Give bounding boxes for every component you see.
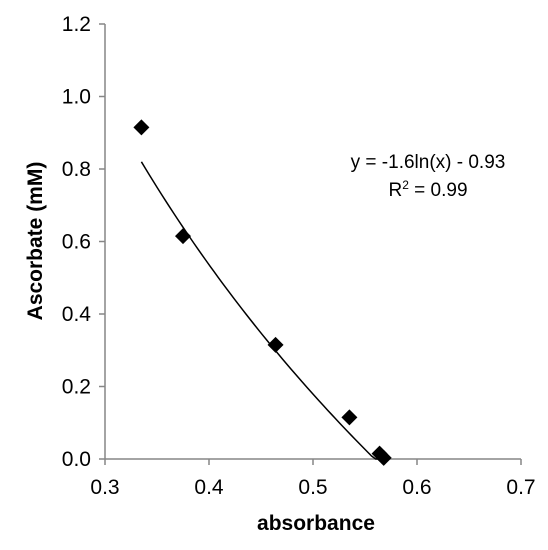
data-point bbox=[267, 336, 284, 353]
y-tick-label: 0.4 bbox=[62, 303, 92, 326]
x-tick-label: 0.4 bbox=[194, 476, 224, 499]
trendline bbox=[140, 161, 384, 460]
y-axis-title: Ascorbate (mM) bbox=[24, 162, 47, 321]
x-tick-label: 0.3 bbox=[90, 476, 119, 499]
data-points bbox=[133, 119, 392, 466]
r-squared-exponent: 2 bbox=[402, 178, 409, 192]
y-tick-label: 0.8 bbox=[62, 158, 91, 181]
r-squared-letter: R bbox=[388, 180, 402, 201]
x-tick-label: 0.5 bbox=[298, 476, 327, 499]
trendline-equation: y = -1.6ln(x) - 0.93 bbox=[351, 152, 506, 173]
x-tick-label: 0.6 bbox=[402, 476, 431, 499]
data-point bbox=[175, 228, 191, 245]
r-squared-label: R2 = 0.99 bbox=[388, 178, 467, 201]
data-point bbox=[133, 119, 150, 136]
data-point bbox=[341, 409, 358, 426]
x-tick-label: 0.7 bbox=[506, 476, 535, 499]
r-squared-value: = 0.99 bbox=[409, 180, 468, 201]
y-tick-label: 0.0 bbox=[62, 448, 91, 471]
x-axis-title: absorbance bbox=[257, 512, 375, 535]
tick-labels: 0.0 0.2 0.4 0.6 0.8 1.0 1.2 0.3 0.4 0.5 0.6 0.7 bbox=[62, 13, 536, 499]
y-tick-label: 1.2 bbox=[62, 13, 91, 36]
y-tick-label: 0.6 bbox=[62, 231, 91, 254]
y-tick-label: 1.0 bbox=[62, 86, 91, 109]
data-point bbox=[375, 449, 392, 466]
axes bbox=[99, 23, 522, 465]
y-tick-label: 0.2 bbox=[62, 376, 91, 399]
